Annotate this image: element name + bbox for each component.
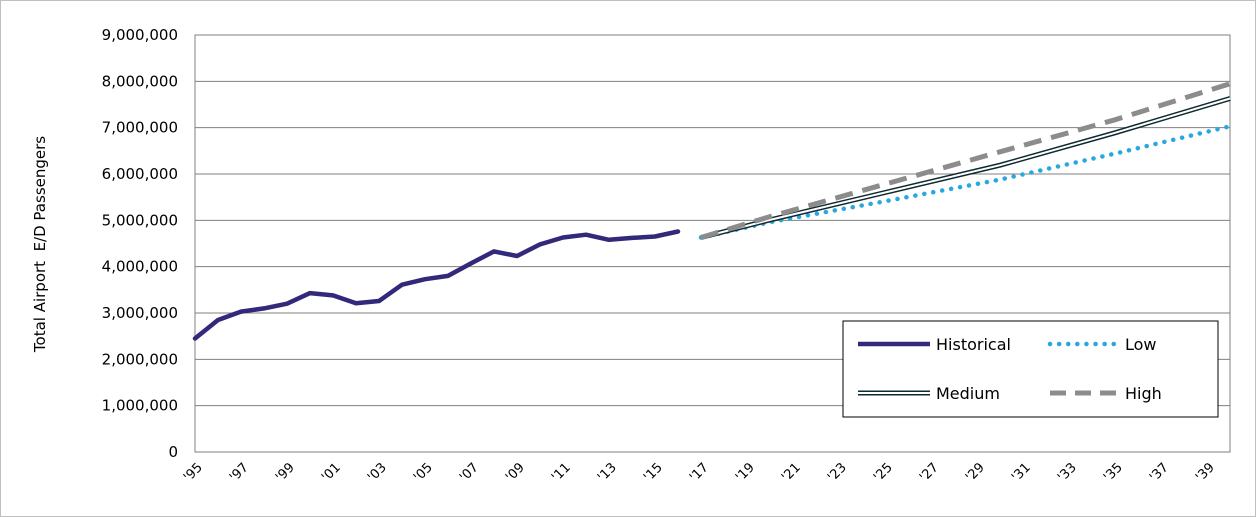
x-tick-label: '97 <box>227 460 252 485</box>
legend: Historical Low Medium High <box>842 320 1219 418</box>
y-tick-label: 6,000,000 <box>102 165 178 183</box>
x-tick-label: '25 <box>871 460 896 485</box>
legend-label-high: High <box>1125 384 1162 403</box>
x-tick-label: '37 <box>1147 460 1172 485</box>
y-axis-label: Total Airport E/D Passengers <box>31 136 49 353</box>
x-tick-label: '95 <box>181 460 206 485</box>
x-tick-label: '03 <box>365 460 390 485</box>
x-tick-label: '15 <box>641 460 666 485</box>
y-tick-labels: 0 1,000,000 2,000,000 3,000,000 4,000,000 5,0… <box>102 26 178 461</box>
x-tick-label: '23 <box>825 460 850 485</box>
gridlines <box>195 34 1230 453</box>
legend-label-low: Low <box>1125 335 1157 354</box>
series-line-high <box>700 81 1231 240</box>
x-tick-label: '21 <box>779 460 804 485</box>
x-tick-label: '99 <box>273 460 298 485</box>
series-line-medium-inner <box>700 97 1231 239</box>
x-tick-label: '33 <box>1055 460 1080 485</box>
x-tick-label: '35 <box>1101 460 1126 485</box>
y-tick-label: 7,000,000 <box>102 119 178 137</box>
x-tick-label: '39 <box>1193 460 1218 485</box>
series-line-historical <box>192 229 681 341</box>
legend-box <box>842 320 1219 418</box>
x-tick-label: '11 <box>549 460 574 485</box>
x-tick-label: '09 <box>503 460 528 485</box>
legend-label-medium: Medium <box>936 384 1000 403</box>
x-tick-label: '01 <box>319 460 344 485</box>
x-tick-label: '17 <box>687 460 712 485</box>
y-tick-label: 4,000,000 <box>102 258 178 276</box>
x-tick-label: '31 <box>1009 460 1034 485</box>
x-tick-label: '29 <box>963 460 988 485</box>
series-lines <box>192 81 1233 341</box>
x-tick-label: '13 <box>595 460 620 485</box>
x-tick-label: '27 <box>917 460 942 485</box>
series-line-low <box>698 124 1233 240</box>
y-tick-label: 2,000,000 <box>102 350 178 368</box>
y-tick-label: 5,000,000 <box>102 211 178 229</box>
x-tick-label: '05 <box>411 460 436 485</box>
y-tick-label: 9,000,000 <box>102 26 178 44</box>
x-tick-label: '19 <box>733 460 758 485</box>
y-tick-label: 0 <box>168 443 178 461</box>
y-tick-label: 3,000,000 <box>102 304 178 322</box>
x-tick-labels: '95 '97 '99 '01 '03 '05 '07 '09 '11 '13 '15 '17 '19 '… <box>181 460 1218 485</box>
y-tick-label: 1,000,000 <box>102 397 178 415</box>
x-tick-label: '07 <box>457 460 482 485</box>
y-tick-label: 8,000,000 <box>102 72 178 90</box>
legend-label-historical: Historical <box>936 335 1011 354</box>
